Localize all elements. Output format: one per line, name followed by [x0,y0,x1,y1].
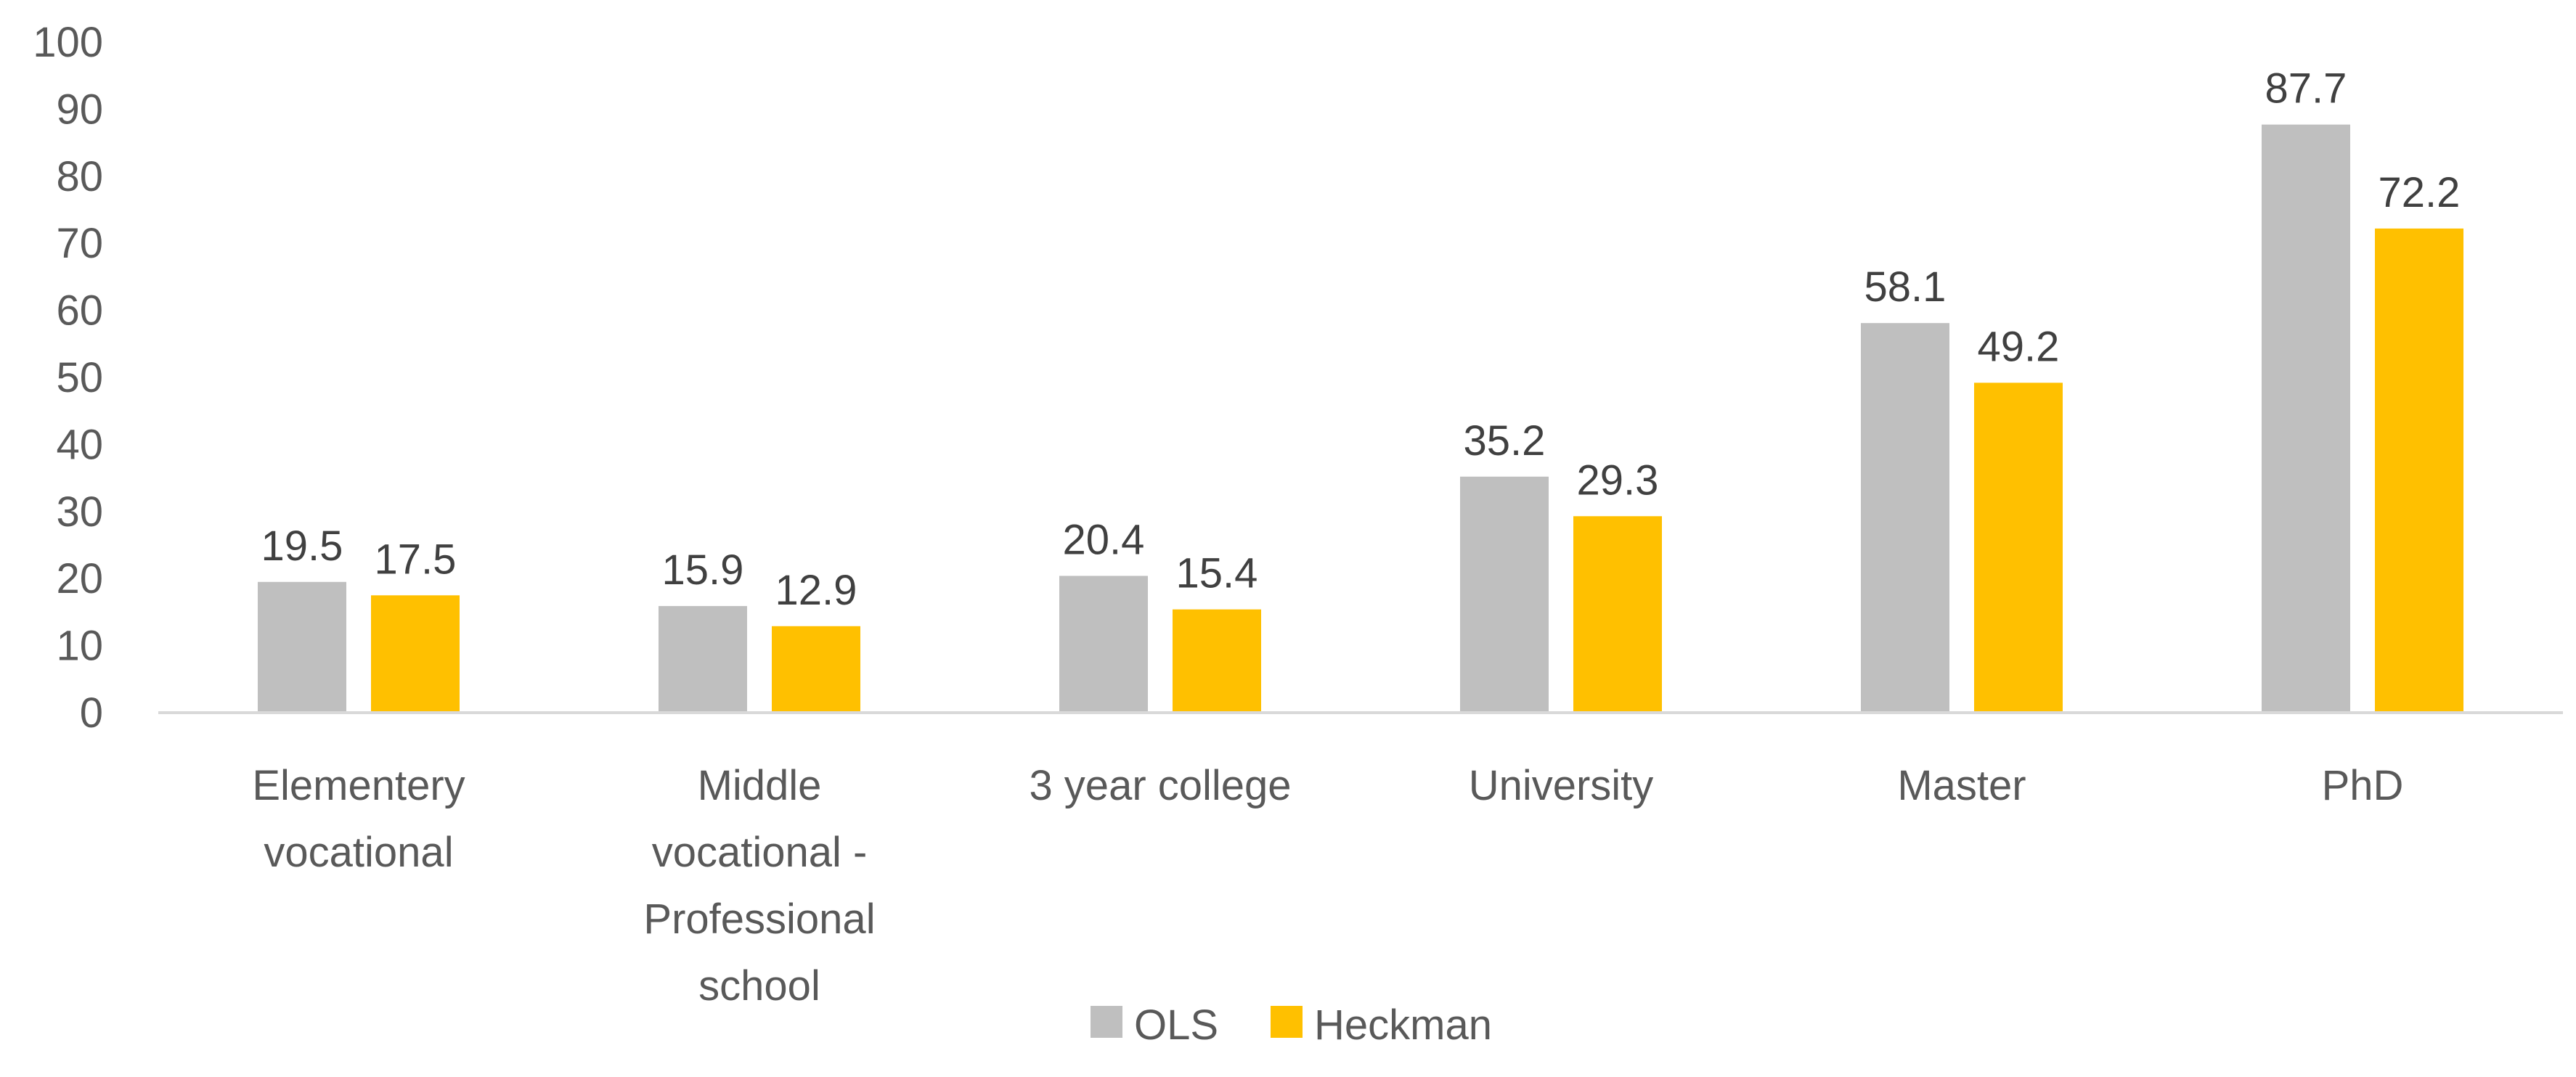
bar-ols [1059,576,1148,713]
legend-label-ols: OLS [1134,1002,1218,1049]
y-tick-label: 40 [56,421,103,468]
bar-ols [1861,323,1949,713]
y-tick-label: 60 [56,287,103,335]
bar-heckman [371,595,460,713]
data-label-heckman: 15.4 [1176,550,1258,597]
data-label-ols: 35.2 [1464,417,1546,464]
y-tick-label: 50 [56,354,103,401]
y-tick-label: 0 [80,689,103,737]
data-label-ols: 19.5 [261,523,343,570]
bar-heckman [772,626,860,713]
bars [258,124,2463,713]
data-label-heckman: 17.5 [375,536,457,583]
y-tick-label: 20 [56,555,103,602]
legend-swatch-ols [1091,1006,1122,1038]
bar-heckman [1173,609,1261,713]
legend-label-heckman: Heckman [1314,1002,1492,1049]
bar-heckman [1573,516,1662,713]
bar-heckman [1974,382,2063,713]
category-label: Middle vocational -Professional school [643,762,875,1010]
data-label-ols: 58.1 [1864,263,1947,311]
legend: OLS Heckman [1091,1002,1492,1049]
bar-ols [1460,476,1549,713]
bar-heckman [2375,228,2463,713]
y-tick-label: 30 [56,488,103,536]
data-labels: 19.5 17.5 15.9 12.9 20.4 15.4 35.2 29.3 58.1 49.2… [261,65,2461,614]
legend-swatch-heckman [1271,1006,1303,1038]
data-label-heckman: 12.9 [775,567,857,614]
y-tick-label: 10 [56,623,103,670]
y-tick-label: 100 [33,19,103,66]
data-label-ols: 20.4 [1063,517,1145,564]
data-label-heckman: 29.3 [1577,456,1659,504]
category-label: Elementery vocational [252,762,465,876]
bar-ols [2262,124,2350,713]
bar-ols [258,581,346,713]
data-label-ols: 87.7 [2265,65,2347,112]
y-tick-label: 90 [56,86,103,133]
data-label-heckman: 72.2 [2379,169,2461,216]
data-label-heckman: 49.2 [1978,323,2060,370]
category-label: 3 year college [1029,762,1291,809]
bar-ols [659,606,747,713]
y-tick-label: 70 [56,220,103,267]
category-label: Master [1897,762,2026,809]
y-axis-tick-labels: 0 10 20 30 40 50 60 70 80 90 100 [33,19,103,737]
data-label-ols: 15.9 [662,546,744,594]
category-label: PhD [2322,762,2404,809]
category-label: University [1469,762,1654,809]
y-tick-label: 80 [56,153,103,200]
category-labels: Elementery vocational Middle vocational -Pr… [252,762,2403,1010]
